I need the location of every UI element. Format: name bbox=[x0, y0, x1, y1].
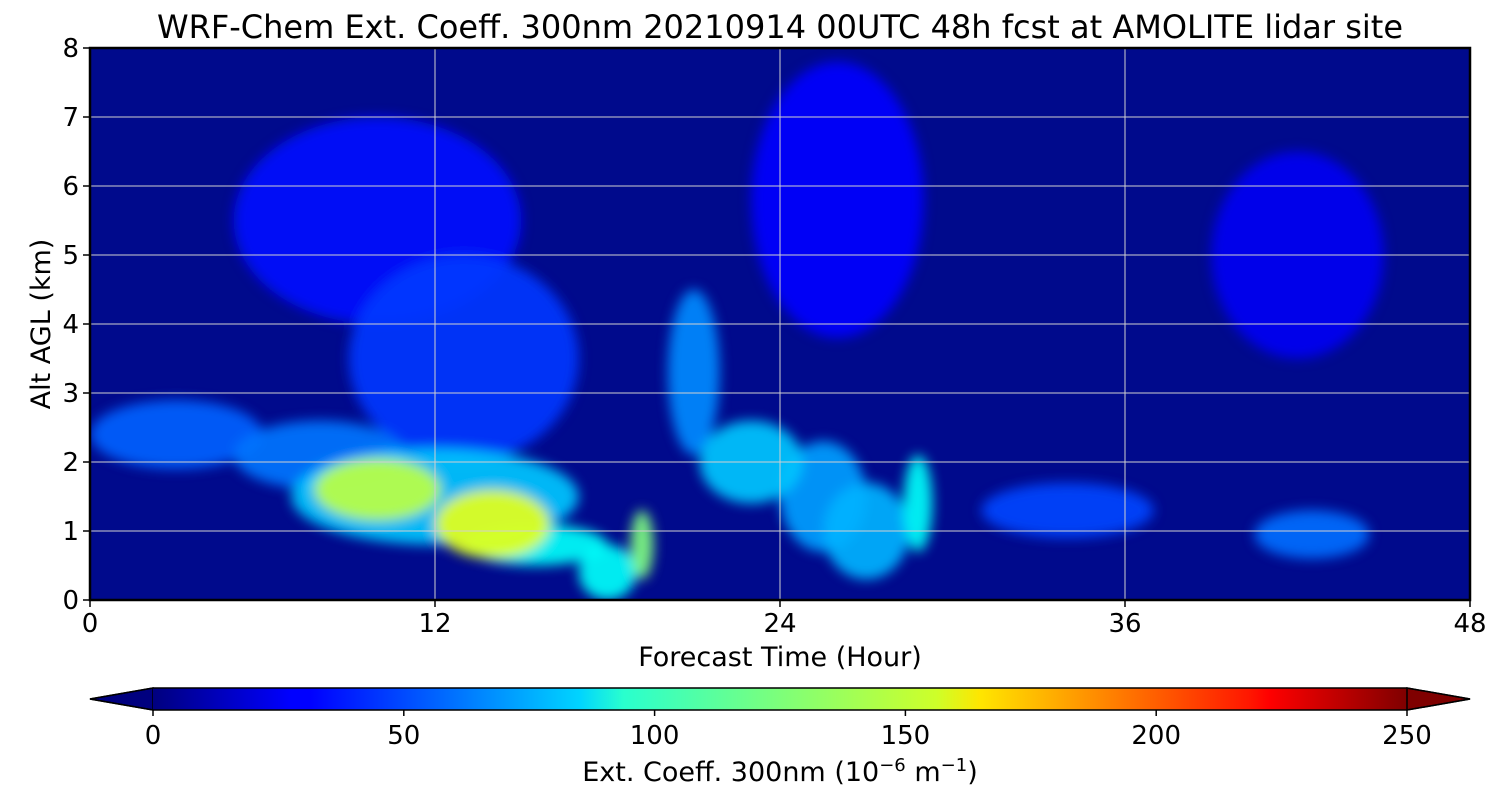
colorbar-label-mid: m bbox=[906, 757, 941, 788]
colorbar-label-exp1: −6 bbox=[879, 755, 906, 776]
y-axis-label: Alt AGL (km) bbox=[26, 239, 57, 410]
heatmap-cell-5 bbox=[90, 399, 263, 469]
colorbar-tick-label-4: 200 bbox=[1131, 721, 1181, 751]
colorbar-label-main: Ext. Coeff. 300nm (10 bbox=[582, 757, 879, 788]
heatmap-cell-15 bbox=[903, 455, 933, 552]
chart-title: WRF-Chem Ext. Coeff. 300nm 20210914 00UT… bbox=[157, 8, 1403, 46]
colorbar-ticks: 0 50 100 150 200 250 bbox=[145, 710, 1432, 751]
heatmap-cell-3 bbox=[348, 255, 579, 462]
colorbar-gradient bbox=[153, 688, 1407, 710]
heatmap-cell-6 bbox=[1254, 510, 1370, 559]
y-tick-label-5: 5 bbox=[62, 241, 79, 271]
colorbar-tick-label-1: 50 bbox=[387, 721, 420, 751]
heatmap-cell-4 bbox=[981, 482, 1154, 538]
grid-lines bbox=[90, 48, 1470, 600]
heatmap-cell-8 bbox=[667, 289, 720, 456]
heatmap-cell-14 bbox=[578, 544, 637, 600]
heatmap-cell-17 bbox=[314, 458, 441, 521]
x-tick-label-0: 0 bbox=[82, 609, 99, 639]
y-tick-label-8: 8 bbox=[62, 34, 79, 64]
colorbar-tick-label-3: 150 bbox=[881, 721, 931, 751]
colorbar-tick-label-5: 250 bbox=[1382, 721, 1432, 751]
y-tick-label-2: 2 bbox=[62, 448, 79, 478]
y-tick-label-4: 4 bbox=[62, 310, 79, 340]
x-tick-label-2: 24 bbox=[763, 609, 796, 639]
heatmap-cell-18 bbox=[435, 489, 550, 559]
heatmap-cell-1 bbox=[751, 61, 924, 338]
y-tick-label-0: 0 bbox=[62, 586, 79, 616]
x-tick-label-4: 48 bbox=[1453, 609, 1486, 639]
y-tick-label-6: 6 bbox=[62, 172, 79, 202]
colorbar-tick-label-2: 100 bbox=[630, 721, 680, 751]
x-tick-label-3: 36 bbox=[1108, 609, 1141, 639]
colorbar-label-exp2: −1 bbox=[941, 755, 968, 776]
y-tick-label-7: 7 bbox=[62, 103, 79, 133]
x-axis-label: Forecast Time (Hour) bbox=[638, 642, 922, 673]
heatmap-cell-16 bbox=[630, 510, 654, 580]
colorbar-extend-min bbox=[89, 687, 154, 711]
colorbar-label: Ext. Coeff. 300nm (10−6 m−1) bbox=[582, 755, 978, 788]
colorbar: 0 50 100 150 200 250 Ext. Coeff. 300nm (10−6 … bbox=[89, 687, 1471, 788]
colorbar-label-end: ) bbox=[967, 757, 978, 788]
x-tick-label-1: 12 bbox=[418, 609, 451, 639]
y-tick-label-1: 1 bbox=[62, 517, 79, 547]
colorbar-extend-max bbox=[1406, 687, 1471, 711]
y-tick-label-3: 3 bbox=[62, 379, 79, 409]
colorbar-tick-label-0: 0 bbox=[145, 721, 162, 751]
